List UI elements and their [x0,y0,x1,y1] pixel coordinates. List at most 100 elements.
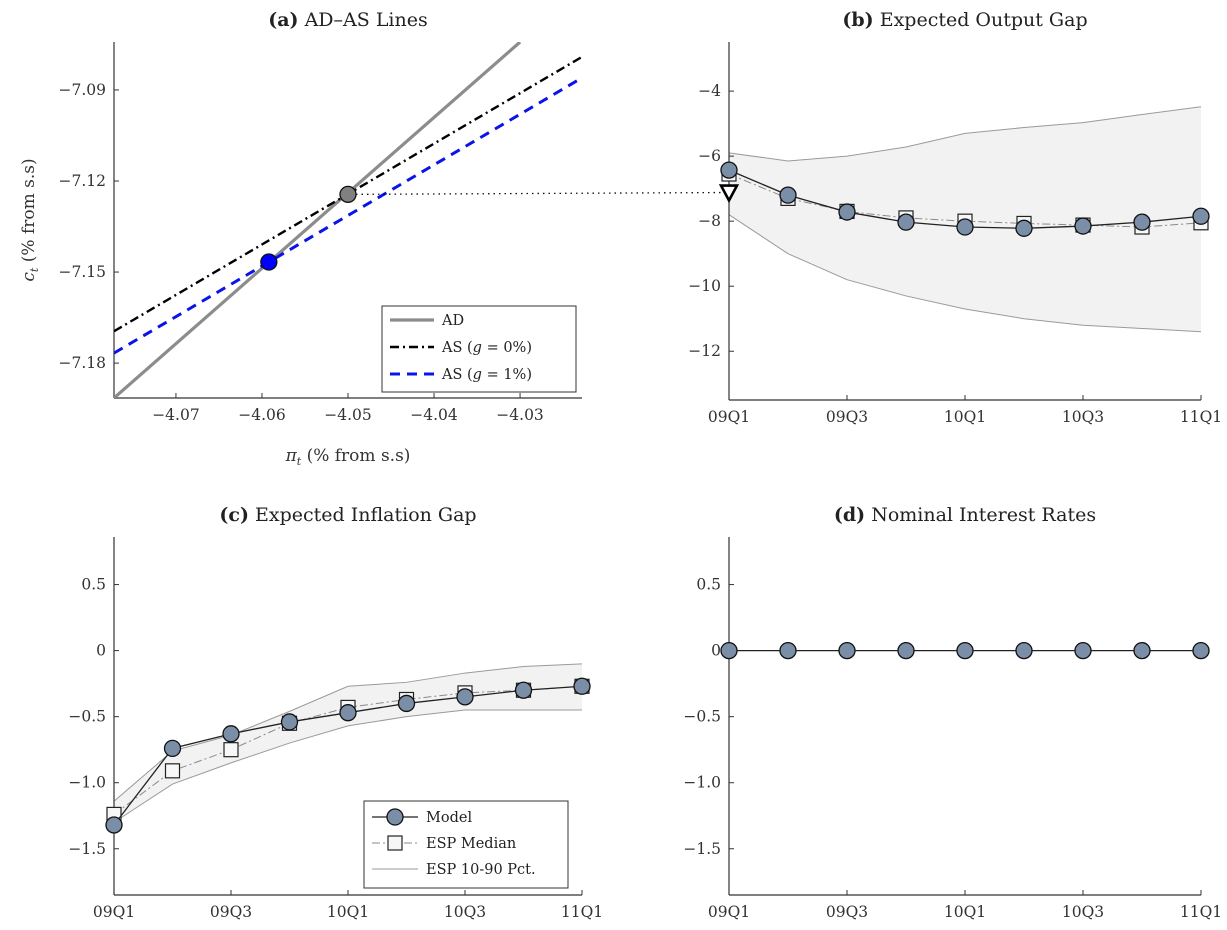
y-tick-label: −7.15 [59,263,107,281]
y-tick-label: −6 [698,147,721,165]
y-tick-label: 0.5 [81,576,106,594]
y-tick-label: −10 [688,277,721,295]
panel-label: (c) [219,504,249,526]
model-marker [573,677,591,695]
model-marker [779,186,797,204]
y-tick-label: −0.5 [68,708,106,726]
x-tick-label: 09Q3 [826,903,868,921]
legend-swatch-marker [386,808,404,826]
band-upper-line [728,106,1202,162]
panel-title: (a) AD–AS Lines [268,9,428,31]
x-tick-label: 10Q3 [444,903,486,921]
legend-text: = 1%) [482,367,532,383]
model-marker [1192,641,1210,660]
legend-label: ESP Median [426,836,516,852]
model-marker [1192,207,1210,225]
model-marker [1133,641,1151,660]
x-axis-subscript: t [297,455,302,468]
x-axis-label: πt (% from s.s) [285,446,411,468]
y-axis-symbol: c [19,272,39,282]
x-tick-label: 10Q1 [944,903,986,921]
y-axis-label: ct (% from s.s) [19,158,41,281]
model-marker [1015,641,1033,660]
y-tick-label: −8 [698,212,721,230]
panel-label: (d) [834,504,865,526]
panel-title-text: Expected Output Gap [874,9,1088,31]
model-marker [1015,219,1033,237]
y-axis-unit: (% from s.s) [19,158,39,267]
legend-text: AS ( [441,340,473,356]
model-marker [339,704,357,722]
x-tick-label: 10Q3 [1062,903,1104,921]
panel-title: (b) Expected Output Gap [842,9,1087,31]
legend: Model ESP Median ESP 10-90 Pct. [363,800,569,889]
y-tick-label: −12 [688,342,721,360]
legend-swatch-marker [387,835,403,851]
y-tick-label: 0 [711,642,721,660]
model-marker [280,713,299,731]
model-marker [897,213,915,231]
panel-title: (d) Nominal Interest Rates [834,504,1096,526]
y-tick-label: −7.12 [59,172,107,190]
model-marker [838,203,856,221]
legend-label: ESP 10-90 Pct. [426,862,536,878]
panel-label: (a) [268,9,298,31]
x-axis-symbol: π [285,446,298,466]
model-marker [163,739,182,758]
x-tick-label: −4.07 [152,406,200,424]
model-marker [397,694,416,713]
x-tick-label: −4.04 [410,406,458,424]
legend-label: AD [441,313,464,329]
y-tick-label: −1.0 [68,774,106,792]
x-tick-label: 09Q3 [210,903,252,921]
x-tick-label: −4.06 [238,406,286,424]
x-axis-unit: (% from s.s) [301,446,410,466]
legend-label: Model [426,810,472,826]
y-tick-label: −1.5 [683,840,721,858]
model-marker [1074,641,1092,660]
model-marker [222,725,240,743]
y-tick-label: −1.0 [683,774,721,792]
legend-text: = 0%) [482,340,532,356]
x-tick-label: 11Q1 [561,903,603,921]
model-marker [897,641,915,660]
model-marker [720,161,738,179]
connector-dotted-line [355,191,722,196]
model-marker [779,641,797,660]
panel-title-text: Expected Inflation Gap [249,504,477,526]
y-tick-label: 0.5 [696,576,721,594]
legend-var: g [473,340,482,356]
y-axis-subscript: t [28,267,41,272]
x-tick-label: 10Q1 [327,903,369,921]
band-10-90 [114,663,582,823]
x-tick-label: 11Q1 [1180,408,1222,426]
point-equilibrium-g0 [339,185,357,204]
x-tick-label: 09Q3 [826,408,868,426]
model-marker [956,218,974,236]
legend-text: AS ( [441,367,473,383]
line-ad [114,42,522,398]
x-tick-label: 11Q1 [1180,903,1222,921]
y-tick-label: −7.09 [59,81,107,99]
legend-label: AS (g = 0%) [441,340,532,356]
model-marker [456,688,474,706]
median-marker [164,763,181,779]
band-upper-line [113,663,583,802]
model-marker [1133,213,1151,231]
x-tick-label: −4.03 [496,406,544,424]
y-tick-label: −4 [698,82,721,100]
legend-var: g [473,367,482,383]
x-tick-label: 10Q1 [944,408,986,426]
band-lower-line [113,709,582,823]
model-marker [514,681,533,699]
panel-title: (c) Expected Inflation Gap [219,504,476,526]
x-tick-label: 10Q3 [1062,408,1104,426]
x-tick-label: 09Q1 [708,903,750,921]
model-marker [105,816,123,834]
y-tick-label: −1.5 [68,840,106,858]
model-marker [838,641,856,660]
triangle-marker [718,184,740,204]
y-tick-label: 0 [96,642,106,660]
